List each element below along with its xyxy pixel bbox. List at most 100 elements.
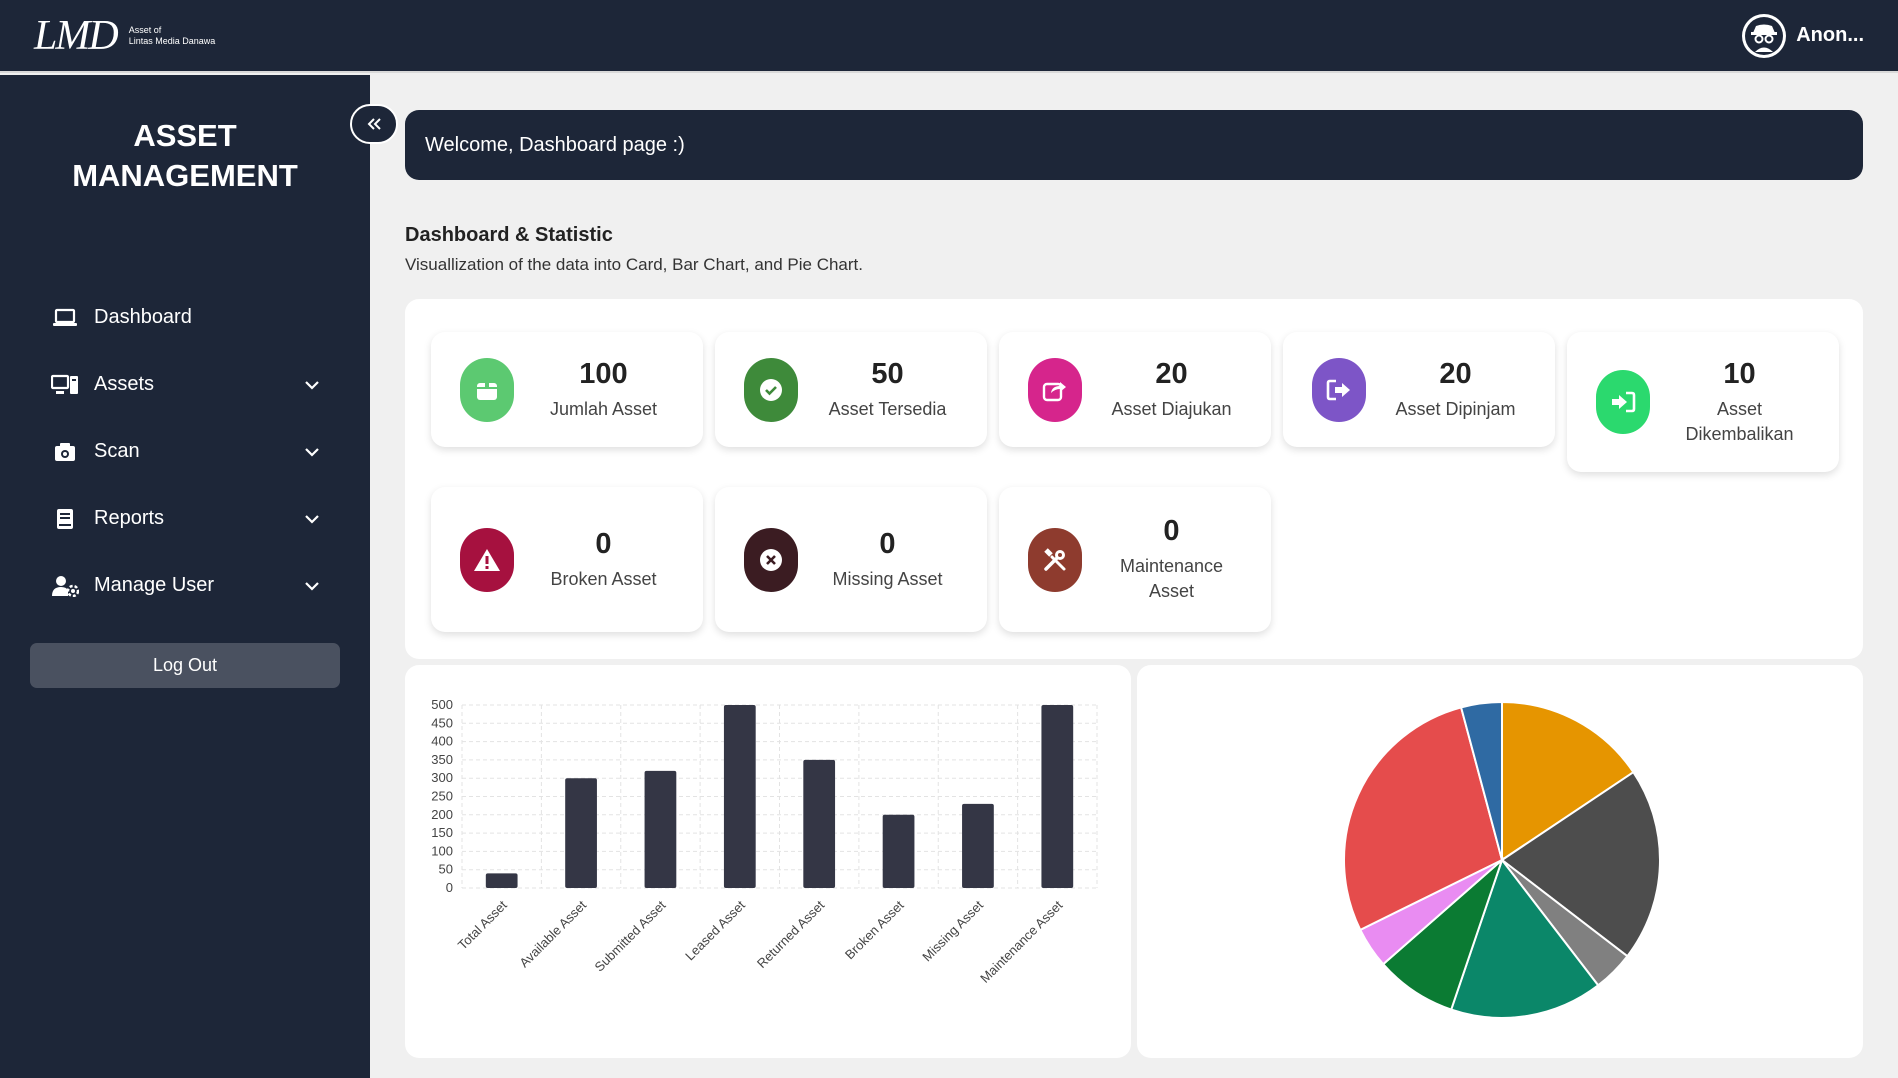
bar[interactable] [486,873,518,888]
sidebar-item-manage-user[interactable]: Manage User [0,552,370,619]
stat-label: Asset Tersedia [798,397,977,422]
avatar [1742,14,1786,58]
x-circle-icon [744,528,798,592]
chevron-down-icon [304,380,320,390]
logo-subtitle: Asset of Lintas Media Danawa [129,25,216,47]
stat-card-text: 0 Broken Asset [514,528,703,592]
double-chevron-left-icon [366,117,382,131]
book-icon [50,506,80,532]
top-bar: LMD Asset of Lintas Media Danawa Anon... [0,0,1898,73]
stat-label: Asset Diajukan [1082,397,1261,422]
stat-value: 100 [514,358,693,391]
laptop-icon [50,305,80,331]
check-circle-icon [744,358,798,422]
sidebar-item-reports[interactable]: Reports [0,485,370,552]
camera-icon [50,439,80,465]
bar[interactable] [883,815,915,888]
chevron-down-icon [304,447,320,457]
sidebar-item-dashboard[interactable]: Dashboard [0,284,370,351]
y-tick-label: 0 [446,880,453,895]
pie-chart [1137,665,1863,1058]
x-tick-label: Maintenance Asset [977,897,1066,986]
stat-label: Jumlah Asset [514,397,693,422]
username: Anon... [1796,24,1864,47]
tools-icon [1028,528,1082,592]
y-tick-label: 200 [431,807,453,822]
bar[interactable] [803,760,835,888]
y-tick-label: 100 [431,843,453,858]
stat-label: Broken Asset [514,567,693,592]
stats-cards-panel: 100 Jumlah Asset 50 Asset Tersedia 20 As… [405,299,1863,659]
share-icon [1028,358,1082,422]
sidebar-item-label: Reports [94,507,304,530]
stat-label: Maintenance Asset [1112,554,1232,604]
user-gear-icon [50,573,80,599]
stat-card-returned[interactable]: 10 Asset Dikembalikan [1567,332,1839,472]
bar[interactable] [565,778,597,888]
logo-mark: LMD [34,12,117,60]
logout-button[interactable]: Log Out [30,643,340,688]
y-tick-label: 350 [431,752,453,767]
y-tick-label: 450 [431,715,453,730]
y-tick-label: 300 [431,770,453,785]
stat-card-maintenance[interactable]: 0 Maintenance Asset [999,487,1271,632]
bar-chart: 0 50 100 150 200 250 300 350 400 450 500 Total Asse… [405,665,1131,1058]
sidebar-item-scan[interactable]: Scan [0,418,370,485]
collapse-sidebar-button[interactable] [350,104,398,144]
sidebar-item-label: Manage User [94,574,304,597]
bar[interactable] [724,705,756,888]
stat-value: 20 [1366,358,1545,391]
stat-value: 50 [798,358,977,391]
chevron-down-icon [304,581,320,591]
stat-label: Asset Dipinjam [1366,397,1545,422]
stat-card-text: 50 Asset Tersedia [798,358,987,422]
x-tick-label: Submitted Asset [592,897,669,974]
stat-value: 0 [1082,515,1261,548]
box-icon [460,358,514,422]
stat-card-text: 10 Asset Dikembalikan [1650,358,1839,447]
bar-chart-panel: 0 50 100 150 200 250 300 350 400 450 500 Total Asse… [405,665,1131,1058]
stat-card-text: 0 Maintenance Asset [1082,515,1271,604]
section-subtitle: Visuallization of the data into Card, Ba… [405,255,863,275]
x-tick-label: Available Asset [516,897,589,970]
stat-card-missing[interactable]: 0 Missing Asset [715,487,987,632]
logo-subtitle-line2: Lintas Media Danawa [129,36,216,47]
sidebar-nav: Dashboard Assets Scan Reports [0,284,370,619]
sidebar-item-label: Assets [94,373,304,396]
sidebar-brand: ASSET MANAGEMENT [0,116,370,196]
user-menu[interactable]: Anon... [1742,14,1864,58]
devices-icon [50,372,80,398]
sidebar: ASSET MANAGEMENT Dashboard Assets Scan [0,75,370,1078]
x-tick-label: Returned Asset [754,897,828,971]
brand-line2: MANAGEMENT [0,156,370,196]
pie-chart-panel [1137,665,1863,1058]
stat-card-leased[interactable]: 20 Asset Dipinjam [1283,332,1555,447]
chevron-down-icon [304,514,320,524]
section-title: Dashboard & Statistic [405,224,613,247]
y-tick-label: 150 [431,825,453,840]
warning-icon [460,528,514,592]
stat-value: 0 [514,528,693,561]
y-tick-label: 500 [431,697,453,712]
stat-card-text: 20 Asset Dipinjam [1366,358,1555,422]
spy-avatar-icon [1744,16,1784,56]
stat-card-available[interactable]: 50 Asset Tersedia [715,332,987,447]
y-tick-label: 50 [439,862,453,877]
sign-out-icon [1312,358,1366,422]
bar[interactable] [1041,705,1073,888]
stat-card-submitted[interactable]: 20 Asset Diajukan [999,332,1271,447]
sidebar-item-assets[interactable]: Assets [0,351,370,418]
stat-value: 20 [1082,358,1261,391]
stat-card-text: 100 Jumlah Asset [514,358,703,422]
stat-card-total[interactable]: 100 Jumlah Asset [431,332,703,447]
bar[interactable] [962,804,994,888]
stat-value: 10 [1650,358,1829,391]
logo[interactable]: LMD Asset of Lintas Media Danawa [34,12,215,60]
y-tick-label: 400 [431,734,453,749]
stat-value: 0 [798,528,977,561]
logo-subtitle-line1: Asset of [129,25,216,36]
bar[interactable] [645,771,677,888]
stat-card-text: 20 Asset Diajukan [1082,358,1271,422]
stat-card-broken[interactable]: 0 Broken Asset [431,487,703,632]
stat-card-text: 0 Missing Asset [798,528,987,592]
